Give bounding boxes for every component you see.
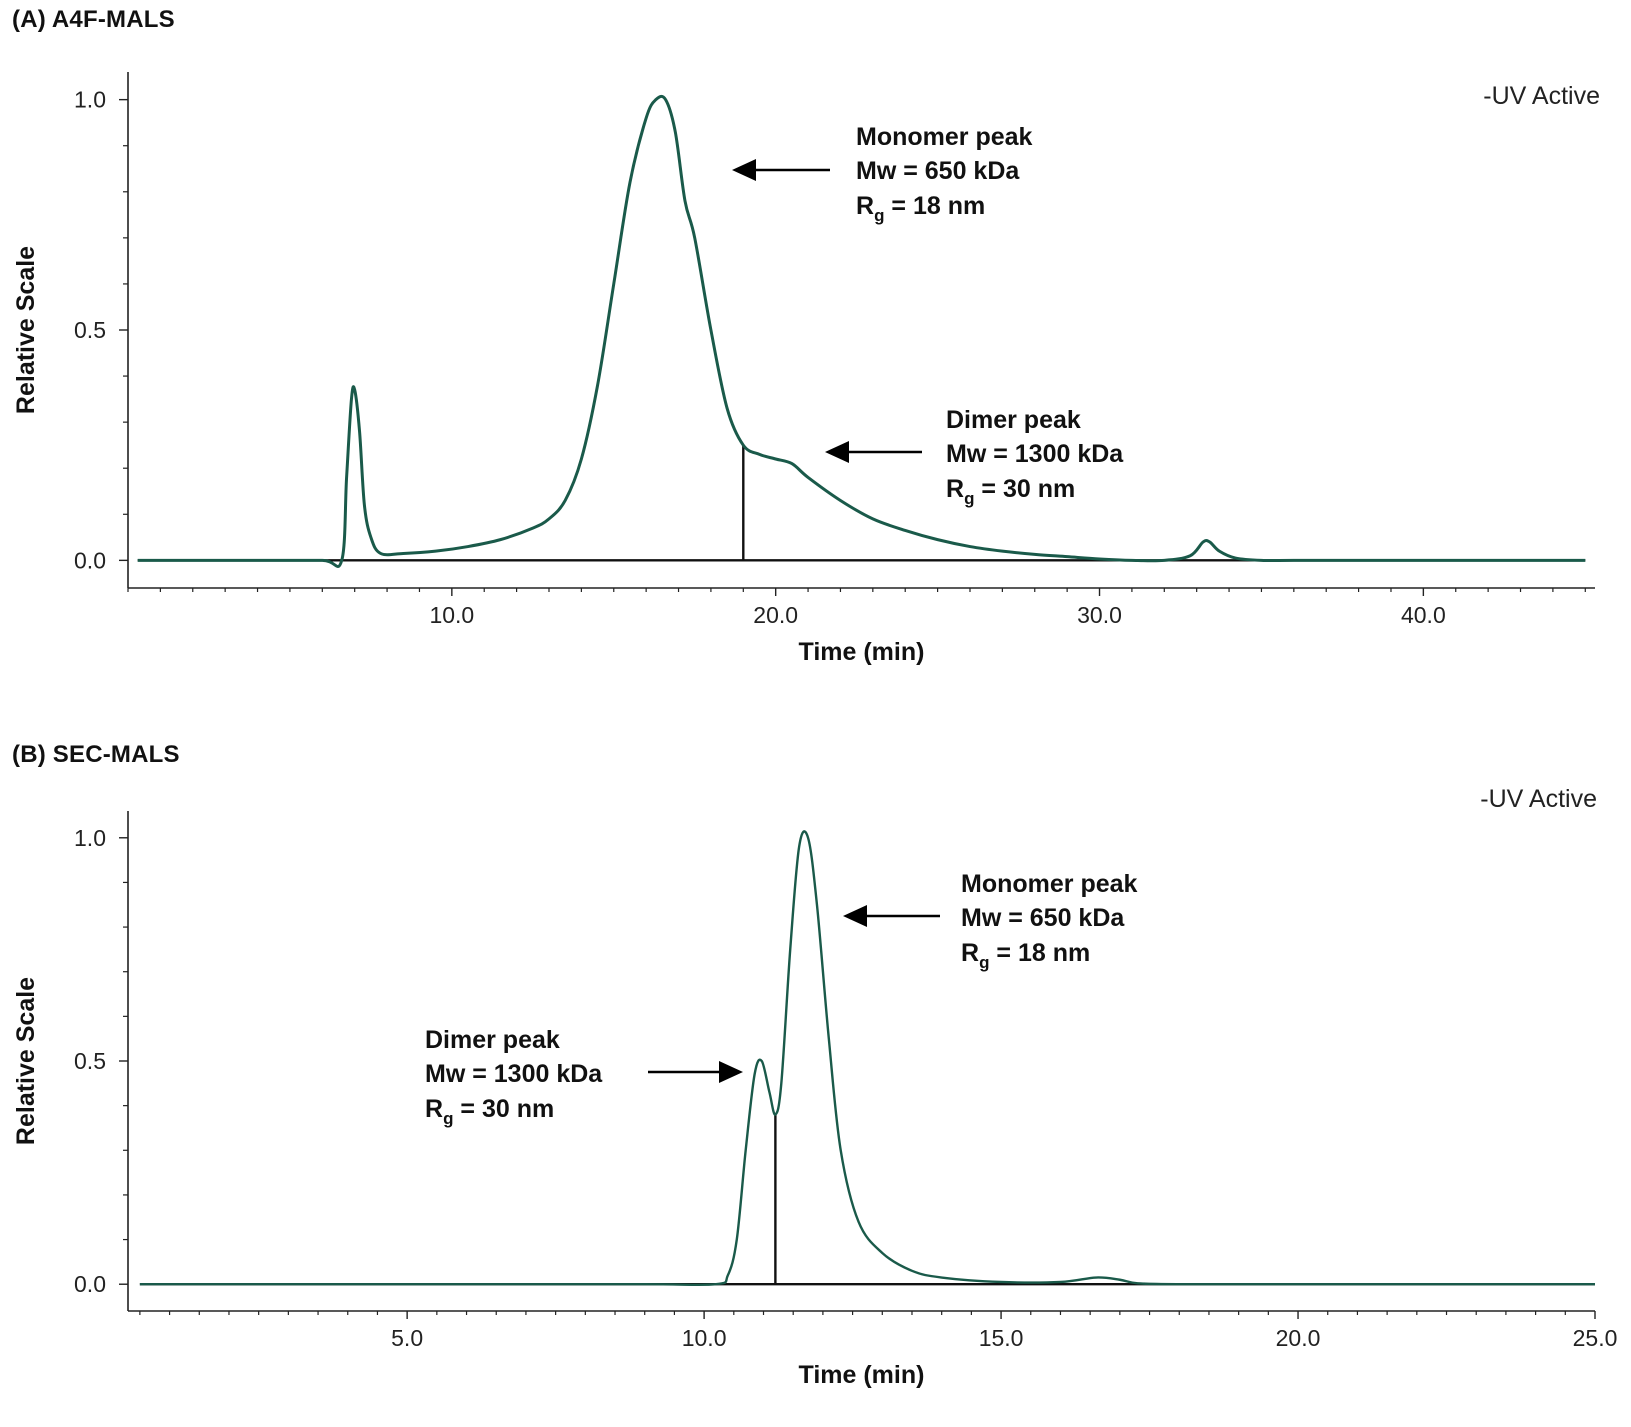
y-tick-label: 0.0	[74, 1271, 106, 1297]
sec-mals-chart: 5.0 10.0 15.0 20.0 25.0 0.0 0.5 1.0 Time (min) Re…	[12, 785, 1618, 1389]
x-tick-label: 20.0	[1276, 1325, 1321, 1351]
rg-symbol: R	[425, 1095, 443, 1123]
annotation-mw: Mw = 650 kDa	[961, 904, 1125, 932]
annotation-peak-name: Monomer peak	[961, 870, 1138, 898]
annotation-rg: Rg = 18 nm	[961, 939, 1090, 972]
annotation-arrow-head	[825, 441, 849, 463]
x-tick-label: 15.0	[979, 1325, 1024, 1351]
a4f-mals-chart: 10.0 20.0 30.0 40.0 0.0 0.5 1.0 Time (min) Relat…	[12, 72, 1600, 666]
y-tick-label: 1.0	[74, 87, 106, 113]
rg-subscript: g	[964, 489, 974, 508]
rg-symbol: R	[946, 475, 964, 503]
x-tick-label: 40.0	[1401, 602, 1446, 628]
y-axis-label: Relative Scale	[12, 977, 40, 1145]
x-tick-label: 25.0	[1573, 1325, 1618, 1351]
y-tick-label: 0.5	[74, 1048, 106, 1074]
series-line-uv-active	[139, 830, 1595, 1287]
legend-uv-active: -UV Active	[1483, 82, 1600, 110]
monomer-annotation: Monomer peak Mw = 650 kDa Rg = 18 nm	[843, 870, 1138, 972]
panel-a4f-mals: (A) A4F-MALS 10.0 20.0 30.0 40.0 0.0 0.5 1.0 Ti…	[0, 0, 1631, 710]
series-line-uv-active	[137, 94, 1586, 568]
y-tick-label: 1.0	[74, 825, 106, 851]
annotation-arrow-head	[843, 905, 867, 927]
dimer-annotation: Dimer peak Mw = 1300 kDa Rg = 30 nm	[425, 1026, 743, 1128]
annotation-rg: Rg = 30 nm	[946, 475, 1075, 508]
annotation-arrow-head	[732, 159, 756, 181]
rg-value: = 30 nm	[974, 475, 1075, 503]
rg-subscript: g	[979, 953, 989, 972]
x-tick-label: 20.0	[753, 602, 798, 628]
panel-b-label: (B) SEC-MALS	[12, 741, 180, 768]
annotation-peak-name: Monomer peak	[856, 123, 1033, 151]
rg-symbol: R	[961, 939, 979, 967]
rg-symbol: R	[856, 192, 874, 220]
rg-value: = 18 nm	[989, 939, 1090, 967]
annotation-mw: Mw = 650 kDa	[856, 157, 1020, 185]
dimer-annotation: Dimer peak Mw = 1300 kDa Rg = 30 nm	[825, 406, 1124, 508]
annotation-peak-name: Dimer peak	[946, 406, 1081, 434]
legend-uv-active: -UV Active	[1480, 785, 1597, 813]
rg-value: = 18 nm	[884, 192, 985, 220]
rg-subscript: g	[443, 1109, 453, 1128]
panel-a-label: (A) A4F-MALS	[12, 6, 175, 33]
y-axis-label: Relative Scale	[12, 246, 40, 414]
x-axis-label: Time (min)	[799, 638, 925, 666]
y-tick-label: 0.5	[74, 317, 106, 343]
x-tick-label: 5.0	[391, 1325, 423, 1351]
annotation-arrow-head	[719, 1061, 743, 1083]
monomer-annotation: Monomer peak Mw = 650 kDa Rg = 18 nm	[732, 123, 1033, 225]
y-tick-label: 0.0	[74, 547, 106, 573]
x-tick-label: 10.0	[429, 602, 474, 628]
annotation-rg: Rg = 18 nm	[856, 192, 985, 225]
annotation-peak-name: Dimer peak	[425, 1026, 560, 1054]
annotation-mw: Mw = 1300 kDa	[425, 1060, 603, 1088]
x-tick-label: 30.0	[1077, 602, 1122, 628]
panel-sec-mals: (B) SEC-MALS 5.0 10.0 15.0 20.0 25.0 0.0 0.5 1.…	[0, 735, 1631, 1427]
rg-subscript: g	[874, 206, 884, 225]
rg-value: = 30 nm	[453, 1095, 554, 1123]
x-axis-label: Time (min)	[799, 1361, 925, 1389]
x-tick-label: 10.0	[682, 1325, 727, 1351]
annotation-rg: Rg = 30 nm	[425, 1095, 554, 1128]
annotation-mw: Mw = 1300 kDa	[946, 440, 1124, 468]
